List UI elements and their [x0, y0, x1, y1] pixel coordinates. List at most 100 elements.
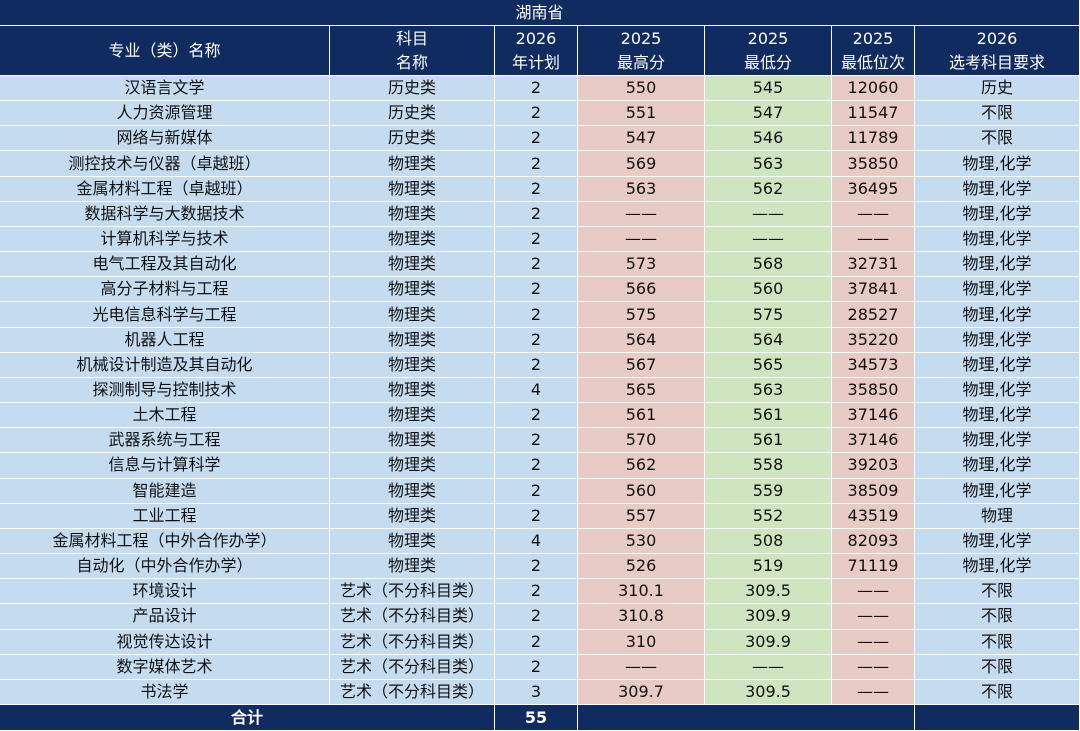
cell-text: 39203	[847, 455, 899, 475]
data-cell: 艺术（不分科目类）	[330, 604, 495, 630]
cell-text: 566	[625, 279, 657, 299]
data-cell: ——	[578, 201, 705, 227]
cell-text: 34573	[847, 354, 899, 374]
cell-text: 测控技术与仪器（卓越班）	[68, 153, 261, 173]
data-cell: 金属材料工程（中外合作办学）	[0, 528, 330, 555]
cell-text: 4	[530, 379, 542, 399]
cell-text: 309.9	[745, 631, 791, 651]
cell-text: 艺术（不分科目类）	[339, 631, 484, 651]
data-cell: 569	[578, 151, 705, 177]
data-cell: 物理,化学	[915, 176, 1080, 202]
cell-text: 物理	[980, 505, 1013, 525]
cell-text: 573	[625, 254, 657, 274]
data-cell: 2	[495, 503, 578, 529]
cell-text: 561	[752, 430, 784, 450]
cell-text: ——	[625, 203, 657, 223]
cell-text: 2	[530, 329, 542, 349]
data-cell: 563	[705, 151, 832, 177]
cell-text: 12060	[847, 78, 899, 98]
cell-text: 32731	[847, 254, 899, 274]
cell-text: 湖南省	[515, 2, 564, 22]
data-cell: 物理类	[330, 252, 495, 278]
cell-text: 2	[530, 229, 542, 249]
data-cell: 37146	[832, 403, 915, 429]
cell-text: 37841	[847, 279, 899, 299]
data-cell: 物理,化学	[915, 428, 1080, 454]
cell-text: 物理,化学	[962, 354, 1032, 374]
cell-text: 物理类	[387, 254, 436, 274]
data-cell: 不限	[915, 679, 1080, 705]
cell-text: 43519	[847, 505, 899, 525]
cell-text: 37146	[847, 430, 899, 450]
cell-text: 519	[752, 556, 784, 576]
data-cell: 机器人工程	[0, 327, 330, 353]
cell-text: ——	[625, 656, 657, 676]
data-cell: 视觉传达设计	[0, 629, 330, 655]
cell-text: 不限	[980, 656, 1013, 676]
data-cell: 552	[705, 503, 832, 529]
data-cell: 2	[495, 352, 578, 378]
cell-text: 11547	[847, 103, 899, 123]
data-cell: 4	[495, 377, 578, 404]
data-cell: 2	[495, 101, 578, 127]
cell-text: 310.8	[618, 606, 664, 626]
cell-text: 艺术（不分科目类）	[339, 606, 484, 626]
data-cell: 物理类	[330, 377, 495, 404]
cell-text: 2026	[515, 28, 557, 48]
data-cell: 环境设计	[0, 579, 330, 605]
data-cell: 物理类	[330, 478, 495, 504]
cell-text: 物理,化学	[962, 455, 1032, 475]
data-cell: 不限	[915, 126, 1080, 152]
data-cell: 561	[705, 428, 832, 454]
data-cell: 565	[705, 352, 832, 378]
footer-label: 合计	[0, 705, 495, 731]
cell-text: 艺术（不分科目类）	[339, 681, 484, 701]
data-cell: 2	[495, 151, 578, 177]
data-cell: 310	[578, 629, 705, 655]
cell-text: 565	[625, 379, 657, 399]
cell-text: 金属材料工程（中外合作办学）	[52, 530, 277, 550]
data-cell: 数字媒体艺术	[0, 654, 330, 680]
cell-text: 物理类	[387, 530, 436, 550]
data-cell: 545	[705, 76, 832, 102]
cell-text: 历史类	[387, 103, 436, 123]
data-cell: 物理,化学	[915, 554, 1080, 580]
cell-text: ——	[752, 656, 784, 676]
data-cell: 570	[578, 428, 705, 454]
data-cell: 309.7	[578, 679, 705, 705]
cell-text: 2	[530, 103, 542, 123]
cell-text: 35220	[847, 329, 899, 349]
cell-text: 565	[752, 354, 784, 374]
data-cell: ——	[832, 579, 915, 605]
data-cell: 309.5	[705, 579, 832, 605]
data-cell: 汉语言文学	[0, 76, 330, 102]
data-cell: 武器系统与工程	[0, 428, 330, 454]
data-cell: 3	[495, 679, 578, 705]
data-cell: 物理类	[330, 453, 495, 479]
cell-text: 环境设计	[132, 581, 197, 601]
data-cell: 不限	[915, 629, 1080, 655]
cell-text: 547	[752, 103, 784, 123]
cell-text: 不限	[980, 128, 1013, 148]
cell-text: ——	[857, 656, 889, 676]
cell-text: ——	[857, 631, 889, 651]
cell-text: 2	[530, 656, 542, 676]
cell-text: 土木工程	[132, 405, 197, 425]
data-cell: 2	[495, 654, 578, 680]
data-cell: 2	[495, 629, 578, 655]
cell-text: ——	[857, 229, 889, 249]
data-cell: 550	[578, 76, 705, 102]
data-cell: 智能建造	[0, 478, 330, 504]
cell-text: 物理类	[387, 203, 436, 223]
cell-text: 575	[625, 304, 657, 324]
data-cell: 551	[578, 101, 705, 127]
cell-text: 专业（类）名称	[108, 40, 221, 60]
cell-text: 最低位次	[840, 52, 905, 72]
cell-text: 物理类	[387, 229, 436, 249]
cell-text: 光电信息科学与工程	[92, 304, 237, 324]
data-cell: 物理,化学	[915, 352, 1080, 378]
cell-text: 2025	[620, 28, 662, 48]
data-cell: 光电信息科学与工程	[0, 302, 330, 328]
data-cell: 物理类	[330, 201, 495, 227]
